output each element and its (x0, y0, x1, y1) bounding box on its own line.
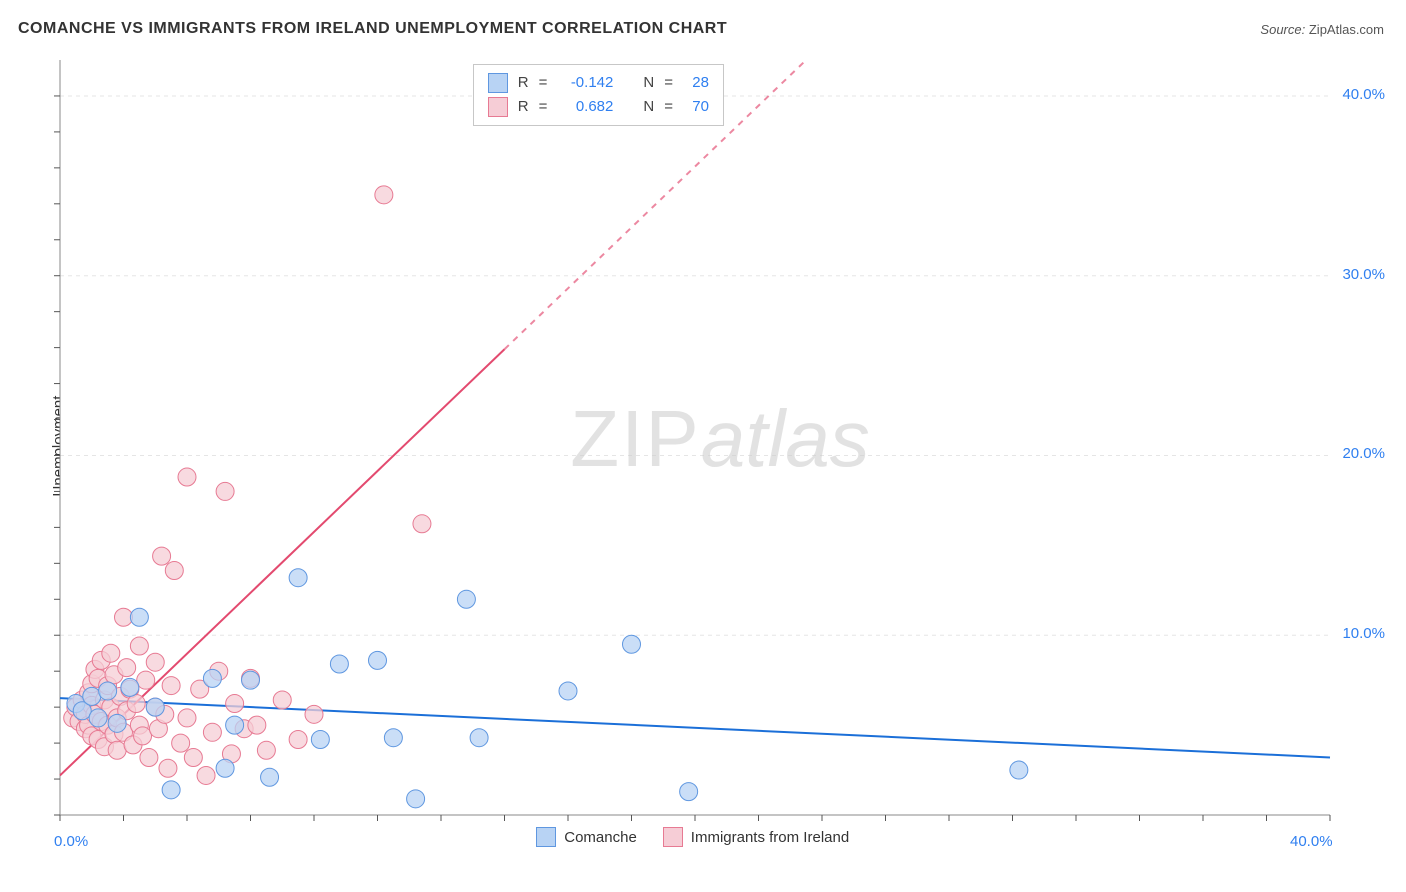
source-attribution: Source: ZipAtlas.com (1260, 22, 1384, 37)
n-label: N (643, 71, 654, 95)
r-value-ireland: 0.682 (557, 95, 613, 119)
chart-title: COMANCHE VS IMMIGRANTS FROM IRELAND UNEM… (18, 20, 727, 38)
equals-sign: = (664, 95, 673, 119)
scatter-chart-svg (50, 50, 1390, 860)
r-label: R (518, 95, 529, 119)
x-tick-label: 0.0% (54, 833, 88, 850)
equals-sign: = (664, 71, 673, 95)
r-value-comanche: -0.142 (557, 71, 613, 95)
swatch-comanche (488, 73, 508, 93)
y-tick-label: 40.0% (1342, 86, 1385, 103)
n-label: N (643, 95, 654, 119)
swatch-ireland (663, 827, 683, 847)
legend-item-ireland: Immigrants from Ireland (663, 827, 849, 847)
correlation-legend: R = -0.142 N = 28 R = 0.682 N = 70 (473, 64, 724, 126)
source-name: ZipAtlas.com (1309, 22, 1384, 37)
legend-label-comanche: Comanche (564, 829, 637, 846)
legend-row-comanche: R = -0.142 N = 28 (488, 71, 709, 95)
legend-row-ireland: R = 0.682 N = 70 (488, 95, 709, 119)
legend-label-ireland: Immigrants from Ireland (691, 829, 849, 846)
chart-area: ZIPatlas R = -0.142 N = 28 R = 0.682 N =… (50, 50, 1390, 860)
r-label: R (518, 71, 529, 95)
y-tick-label: 20.0% (1342, 445, 1385, 462)
x-tick-label: 40.0% (1290, 833, 1333, 850)
equals-sign: = (539, 95, 548, 119)
n-value-ireland: 70 (683, 95, 709, 119)
series-legend: Comanche Immigrants from Ireland (536, 827, 849, 847)
source-label: Source: (1260, 22, 1305, 37)
swatch-comanche (536, 827, 556, 847)
legend-item-comanche: Comanche (536, 827, 637, 847)
y-tick-label: 10.0% (1342, 625, 1385, 642)
equals-sign: = (539, 71, 548, 95)
y-tick-label: 30.0% (1342, 266, 1385, 283)
swatch-ireland (488, 97, 508, 117)
n-value-comanche: 28 (683, 71, 709, 95)
